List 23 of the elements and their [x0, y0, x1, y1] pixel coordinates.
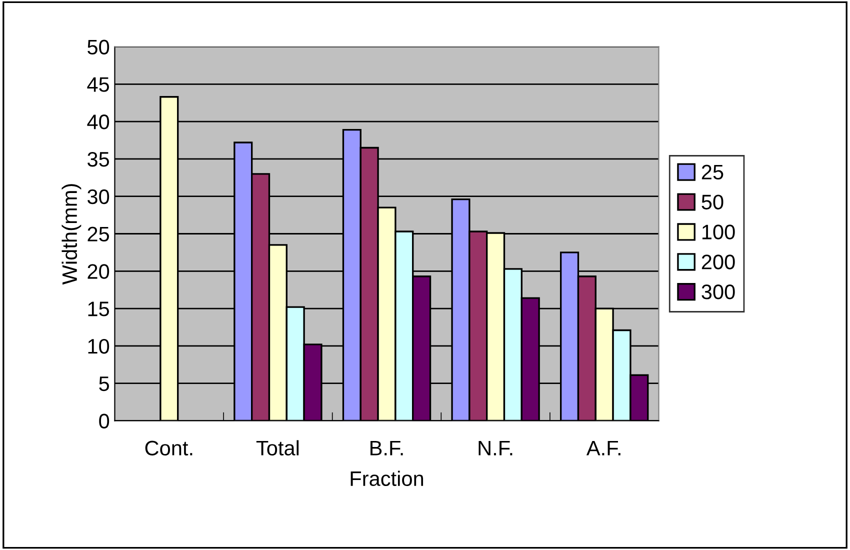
x-tick-label: Total: [256, 440, 299, 456]
legend-label: 200: [702, 254, 735, 270]
y-tick-label: 30: [88, 189, 110, 204]
x-tick-label: B.F.: [370, 440, 403, 456]
y-tick-label: 10: [88, 338, 110, 354]
legend-label: 50: [702, 194, 724, 210]
y-tick-label: 5: [99, 376, 110, 392]
y-tick-label: 20: [88, 264, 110, 279]
x-tick-label: Cont.: [145, 440, 192, 456]
x-axis-title: Fraction: [350, 470, 424, 486]
x-tick-label: A.F.: [586, 440, 620, 456]
y-tick-label: 25: [88, 226, 110, 242]
y-tick-label: 35: [88, 152, 110, 167]
x-tick-label: N.F.: [478, 440, 512, 456]
y-tick-label: 15: [88, 302, 110, 316]
y-tick-label: 45: [87, 77, 110, 92]
y-tick-label: 0: [99, 414, 110, 429]
legend-label: 300: [702, 284, 735, 300]
y-tick-label: 40: [87, 114, 110, 130]
y-tick-label: 50: [88, 40, 110, 55]
y-axis-title: Width(mm): [62, 184, 82, 285]
legend-label: 25: [702, 164, 724, 180]
legend-label: 100: [702, 224, 735, 240]
